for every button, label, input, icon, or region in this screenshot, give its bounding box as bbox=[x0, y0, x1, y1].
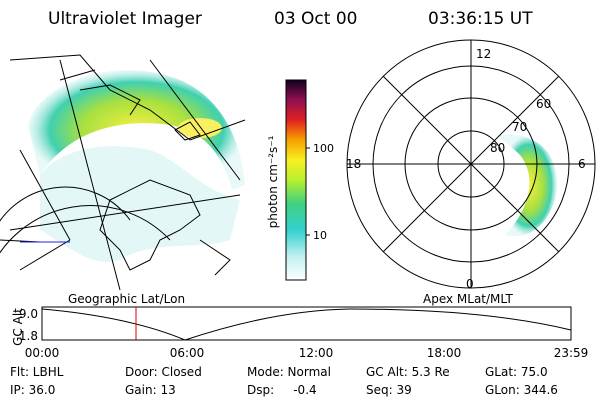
header: Ultraviolet Imager 03 Oct 00 03:36:15 UT bbox=[48, 9, 533, 29]
colorbar: 100 10 photon cm⁻²s⁻¹ bbox=[266, 79, 334, 281]
info-field: GC Alt: 5.3 Re bbox=[366, 365, 450, 379]
mlat-label: 60 bbox=[536, 97, 551, 111]
info-field: Seq: 39 bbox=[366, 383, 412, 397]
colorbar-label: photon cm⁻²s⁻¹ bbox=[266, 135, 280, 228]
polar-plot: 12 18 6 0 60 70 80 bbox=[346, 39, 596, 291]
x-tick-label: 00:00 bbox=[25, 346, 60, 360]
y-tick-label: 1.8 bbox=[19, 329, 38, 343]
colorbar-tick-label: 10 bbox=[313, 229, 327, 242]
aurora-oval bbox=[500, 134, 558, 237]
grid-lines bbox=[0, 54, 246, 291]
info-field: Flt: LBHL bbox=[10, 365, 64, 379]
caption-right: Apex MLat/MLT bbox=[423, 292, 513, 306]
time: 03:36:15 UT bbox=[428, 9, 533, 29]
mlt-label: 18 bbox=[346, 157, 361, 171]
info-field: Door: Closed bbox=[125, 365, 202, 379]
coastlines bbox=[79, 84, 231, 276]
mlt-label: 12 bbox=[476, 47, 491, 61]
x-tick-label: 06:00 bbox=[170, 346, 205, 360]
mlt-label: 0 bbox=[466, 277, 474, 291]
aurora-diffuse bbox=[40, 146, 240, 263]
y-tick-label: 9.0 bbox=[19, 307, 38, 321]
aurora-oval bbox=[28, 70, 245, 190]
altitude-curve bbox=[41, 308, 572, 341]
y-axis-label: GC Alt bbox=[11, 308, 25, 346]
info-field: Dsp: -0.4 bbox=[247, 383, 317, 397]
info-field: Mode: Normal bbox=[247, 365, 331, 379]
x-tick-label: 23:59 bbox=[554, 346, 589, 360]
plot-frame bbox=[41, 306, 572, 341]
altitude-plot: GC Alt 9.0 1.8 00:00 06:00 12:00 18:00 2… bbox=[11, 306, 589, 360]
mlat-label: 80 bbox=[490, 141, 505, 155]
info-field: IP: 36.0 bbox=[10, 383, 55, 397]
info-field: GLat: 75.0 bbox=[485, 365, 548, 379]
lat-circles bbox=[0, 186, 171, 254]
x-tick-label: 18:00 bbox=[427, 346, 462, 360]
mlt-label: 6 bbox=[578, 157, 586, 171]
info-table: Flt: LBHL Door: Closed Mode: Normal GC Alt:… bbox=[10, 365, 558, 397]
geographic-image bbox=[0, 54, 246, 291]
colorbar-scale bbox=[285, 79, 307, 281]
x-tick-label: 12:00 bbox=[299, 346, 334, 360]
caption-left: Geographic Lat/Lon bbox=[68, 292, 185, 306]
mlt-spokes bbox=[347, 40, 595, 288]
title: Ultraviolet Imager bbox=[48, 9, 202, 29]
mlat-label: 70 bbox=[512, 120, 527, 134]
info-field: Gain: 13 bbox=[125, 383, 176, 397]
info-field: GLon: 344.6 bbox=[485, 383, 558, 397]
date: 03 Oct 00 bbox=[274, 9, 357, 29]
colorbar-tick-label: 100 bbox=[313, 142, 334, 155]
